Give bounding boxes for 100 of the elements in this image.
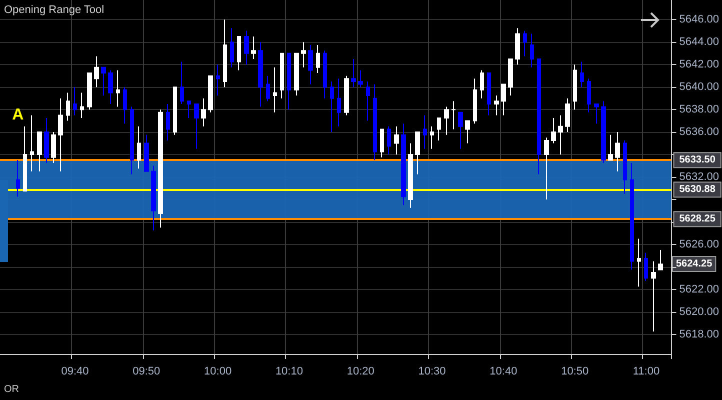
candlestick (623, 140, 627, 194)
candlestick (408, 142, 413, 208)
candlestick (387, 126, 391, 156)
candlestick (66, 92, 70, 122)
candlestick (644, 252, 648, 282)
candlestick (465, 120, 470, 144)
candlestick (594, 103, 599, 124)
annotation: A (12, 106, 24, 124)
candlestick (316, 44, 320, 74)
candlestick (430, 126, 434, 150)
x-tick-label: 10:10 (275, 366, 303, 378)
candlestick (444, 106, 449, 136)
candlestick (358, 70, 363, 88)
candlestick (173, 86, 177, 136)
candlestick (437, 118, 441, 141)
candlestick (230, 28, 234, 68)
y-tick-label: 5642.00 (679, 58, 720, 71)
candlestick (201, 98, 206, 127)
candlestick (87, 72, 92, 110)
y-tick-label: 5644.00 (679, 36, 720, 48)
candlestick (166, 103, 170, 141)
y-tick-label: 5618.00 (679, 328, 720, 340)
candlestick (415, 132, 420, 175)
candlestick (44, 118, 49, 164)
candlestick (551, 118, 556, 144)
candlestick (515, 28, 520, 66)
candlestick (144, 134, 149, 172)
candlestick (287, 52, 291, 110)
candlestick (608, 134, 613, 161)
candlestick (223, 19, 227, 88)
candlestick (394, 126, 399, 156)
candlestick (180, 61, 184, 104)
candlestick (473, 78, 477, 124)
x-tick-label: 11:00 (632, 366, 660, 378)
candlestick (537, 58, 541, 175)
ref-line-label: 5628.25 (679, 214, 716, 225)
ref-line-label: 5630.88 (679, 184, 716, 196)
candlestick (16, 160, 20, 198)
candlestick (237, 36, 241, 71)
candlestick (37, 132, 42, 172)
candlestick (158, 109, 163, 228)
y-tick-label: 5620.00 (679, 306, 720, 318)
x-tick-label: 10:40 (490, 366, 518, 378)
candlestick (58, 98, 63, 172)
candlestick (258, 42, 263, 108)
candlestick (308, 44, 313, 85)
candlestick (580, 61, 584, 88)
candlestick (508, 58, 513, 96)
candlestick (544, 137, 549, 200)
candlestick (380, 128, 384, 158)
candlestick (94, 56, 99, 88)
y-tick-label: 5640.00 (679, 81, 720, 94)
candlestick (530, 33, 534, 68)
y-tick-label: 5632.00 (679, 171, 720, 183)
candlestick (351, 58, 356, 88)
candlestick (244, 30, 249, 66)
candlestick (273, 66, 277, 113)
chart-title: Opening Range Tool (4, 4, 104, 16)
x-tick-label: 10:00 (204, 366, 232, 378)
candlestick (573, 64, 577, 110)
candlestick (116, 70, 120, 108)
candlestick (266, 75, 270, 102)
x-tick-label: 09:50 (132, 366, 160, 378)
candlestick (130, 106, 134, 175)
candlestick (101, 66, 106, 96)
candlestick (658, 250, 663, 270)
candlestick (80, 92, 84, 118)
ref-line-label: 5633.50 (679, 154, 716, 166)
x-tick-label: 10:30 (418, 366, 446, 378)
y-tick-label: 5636.00 (679, 126, 720, 138)
candlestick (451, 100, 456, 130)
candlestick (630, 162, 634, 270)
candlestick (565, 98, 570, 133)
candlestick (251, 36, 256, 60)
candlestick (30, 114, 34, 172)
y-tick-label: 5638.00 (679, 104, 720, 116)
candlestick (587, 78, 591, 113)
candlestick (194, 103, 199, 150)
candlestick (137, 126, 141, 170)
candlestick (423, 114, 427, 150)
candlestick (373, 84, 377, 161)
candlestick (330, 80, 334, 133)
y-tick-label: 5646.00 (679, 14, 720, 26)
candlestick (558, 114, 563, 156)
candlestick (615, 132, 620, 172)
candlestick (487, 72, 491, 116)
candlestick (208, 75, 213, 113)
candlestick (501, 84, 506, 116)
candlestick (401, 123, 406, 206)
candlestick (366, 80, 370, 122)
x-tick-label: 10:50 (561, 366, 589, 378)
candlestick (494, 95, 499, 116)
candlestick (344, 75, 349, 116)
candlestick (323, 50, 327, 99)
text: OR (4, 384, 19, 395)
candlestick (280, 52, 284, 99)
candlestick (108, 70, 113, 104)
candlestick (637, 238, 641, 288)
candlestick (151, 165, 156, 231)
candlestick (187, 100, 191, 118)
